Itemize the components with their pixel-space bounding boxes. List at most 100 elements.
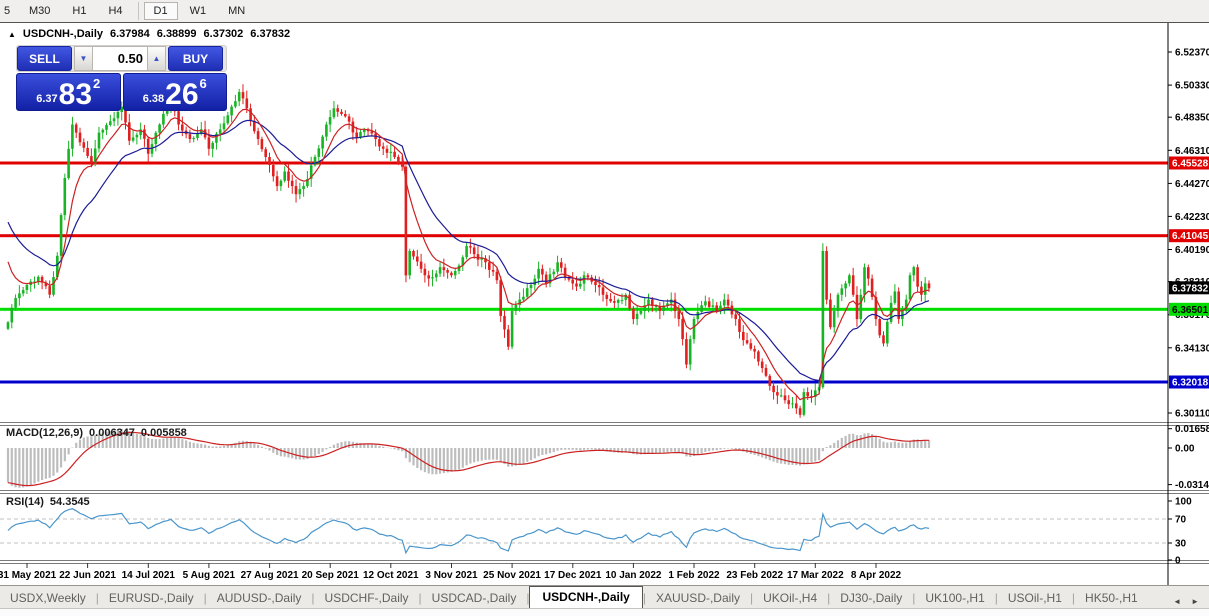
panel-separator [0, 425, 1209, 426]
candle-body [253, 120, 256, 132]
bottom-tab-audusd-daily[interactable]: AUDUSD-,Daily [216, 591, 302, 605]
candle-body [749, 343, 753, 349]
candle-body [836, 294, 840, 311]
price-axis-tick: 6.52370 [1175, 48, 1209, 59]
bottom-tab-dj30-daily[interactable]: DJ30-,Daily [840, 591, 903, 605]
bottom-tab-usdchf-daily[interactable]: USDCHF-,Daily [324, 591, 409, 605]
candle-body [870, 278, 874, 297]
candle-body [503, 315, 506, 330]
candle-body [14, 298, 17, 308]
candle-body [290, 180, 294, 187]
candle-body [294, 186, 298, 195]
sell-price-pip: 2 [93, 76, 101, 91]
candle-body [476, 254, 480, 260]
candle-body [340, 111, 343, 114]
bottom-tab-hk50-h1[interactable]: HK50-,H1 [1085, 591, 1138, 605]
candle-body [696, 312, 700, 320]
candle-body [279, 180, 283, 187]
timeframe-button-5[interactable]: 5 [4, 5, 11, 17]
candle-body [438, 267, 442, 274]
candle-body [287, 171, 290, 181]
timeframe-button-D1[interactable]: D1 [143, 2, 178, 20]
candle-body [707, 301, 711, 307]
candle-body [453, 271, 457, 276]
volume-decrease-button[interactable]: ▼ [74, 46, 93, 71]
tab-scroll-left-button[interactable]: ◄ [1173, 597, 1182, 606]
buy-button[interactable]: BUY [168, 46, 223, 71]
price-axis-tick: 6.48350 [1175, 113, 1209, 124]
tab-scroll-controls: ◄ ► [1167, 597, 1209, 609]
volume-increase-button[interactable]: ▲ [147, 46, 166, 71]
buy-price-pip: 6 [199, 76, 207, 91]
tab-separator: | [418, 591, 422, 605]
sell-price-display[interactable]: 6.37 83 2 [16, 73, 121, 111]
candle-body [525, 288, 529, 297]
candle-body [78, 132, 82, 143]
candle-body [821, 251, 825, 388]
bottom-tab-usdcad-daily[interactable]: USDCAD-,Daily [431, 591, 517, 605]
candle-body [912, 267, 916, 276]
candle-body [704, 301, 707, 306]
candle-body [753, 348, 756, 352]
macd-axis-tick: 0.00 [1175, 444, 1195, 455]
sell-price-prefix: 6.37 [36, 93, 58, 105]
bottom-tab-xauusd-daily[interactable]: XAUUSD-,Daily [655, 591, 740, 605]
candle-body [215, 133, 218, 143]
candle-body [522, 296, 525, 300]
date-axis-label: 3 Nov 2021 [425, 570, 478, 581]
candle-body [677, 311, 681, 320]
candle-body [563, 267, 567, 277]
candle-body [692, 319, 696, 340]
timeframe-button-MN[interactable]: MN [228, 5, 246, 17]
candle-body [635, 313, 639, 320]
candle-body [344, 114, 347, 117]
candle-body [537, 268, 540, 279]
tab-separator: | [203, 591, 207, 605]
buy-price-display[interactable]: 6.38 26 6 [122, 73, 227, 111]
collapse-panel-icon[interactable]: ▲ [8, 29, 16, 39]
candle-body [412, 251, 415, 257]
candle-body [658, 305, 662, 311]
sell-button[interactable]: SELL [17, 46, 72, 71]
candle-body [230, 106, 233, 116]
candle-body [920, 286, 923, 295]
candle-body [867, 267, 870, 279]
candle-body [90, 156, 93, 164]
candle-body [597, 285, 601, 288]
candle-body [495, 271, 499, 281]
bottom-tab-usdcnh-daily[interactable]: USDCNH-,Daily [529, 586, 643, 609]
bottom-tab-usoil-h1[interactable]: USOil-,H1 [1007, 591, 1062, 605]
candle-body [165, 108, 169, 114]
candle-body [59, 215, 63, 256]
axis-badge-6.41045 [1169, 229, 1209, 243]
volume-input[interactable] [93, 46, 147, 71]
timeframe-button-M30[interactable]: M30 [29, 5, 51, 17]
candle-body [738, 319, 741, 332]
candle-body [681, 319, 684, 340]
bottom-tab-ukoil-h4[interactable]: UKOil-,H4 [763, 591, 818, 605]
candle-body [309, 165, 313, 179]
panel-separator [0, 490, 1209, 491]
bottom-tab-usdx-weekly[interactable]: USDX,Weekly [10, 591, 86, 605]
rsi-line [7, 508, 930, 555]
candle-body [465, 246, 468, 258]
candle-body [889, 302, 893, 322]
candle-body [82, 142, 86, 148]
price-axis-tick: 6.50330 [1175, 81, 1209, 92]
chart-canvas[interactable]: 6.52370 6.50330 6.48350 6.46310 6.44270 6.422… [0, 23, 1209, 586]
timeframe-button-W1[interactable]: W1 [189, 5, 207, 17]
date-axis-label: 25 Nov 2021 [483, 570, 541, 581]
candle-body [222, 123, 226, 130]
timeframe-button-H1[interactable]: H1 [72, 5, 87, 17]
candle-body [795, 403, 798, 409]
candle-body [359, 132, 362, 138]
candle-body [37, 276, 40, 282]
candle-body [510, 311, 514, 347]
tab-scroll-right-button[interactable]: ► [1191, 597, 1199, 606]
price-axis-tick: 6.34130 [1175, 343, 1209, 354]
candle-body [927, 283, 931, 289]
candle-body [855, 294, 859, 320]
bottom-tab-eurusd-daily[interactable]: EURUSD-,Daily [108, 591, 194, 605]
timeframe-button-H4[interactable]: H4 [108, 5, 123, 17]
bottom-tab-uk100-h1[interactable]: UK100-,H1 [925, 591, 985, 605]
